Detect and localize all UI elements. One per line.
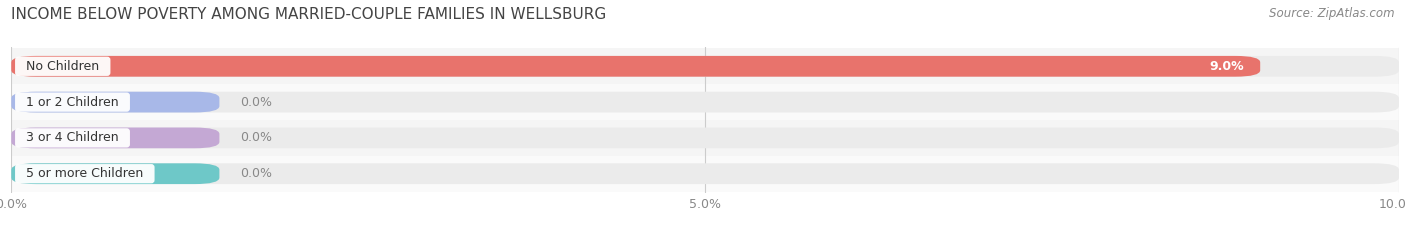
Text: INCOME BELOW POVERTY AMONG MARRIED-COUPLE FAMILIES IN WELLSBURG: INCOME BELOW POVERTY AMONG MARRIED-COUPL… [11,7,606,22]
Text: No Children: No Children [18,60,107,73]
Text: 0.0%: 0.0% [240,167,273,180]
FancyBboxPatch shape [11,163,219,184]
Text: 9.0%: 9.0% [1209,60,1243,73]
FancyBboxPatch shape [11,56,1260,77]
FancyBboxPatch shape [11,92,1399,113]
Text: 3 or 4 Children: 3 or 4 Children [18,131,127,144]
FancyBboxPatch shape [11,56,1399,77]
Text: Source: ZipAtlas.com: Source: ZipAtlas.com [1270,7,1395,20]
FancyBboxPatch shape [11,127,219,148]
Text: 5 or more Children: 5 or more Children [18,167,152,180]
FancyBboxPatch shape [11,92,219,113]
Text: 0.0%: 0.0% [240,131,273,144]
Text: 0.0%: 0.0% [240,96,273,109]
FancyBboxPatch shape [11,163,1399,184]
Text: 1 or 2 Children: 1 or 2 Children [18,96,127,109]
FancyBboxPatch shape [11,127,1399,148]
Bar [11,156,1399,192]
Bar [11,48,1399,84]
Bar [11,84,1399,120]
Bar [11,120,1399,156]
